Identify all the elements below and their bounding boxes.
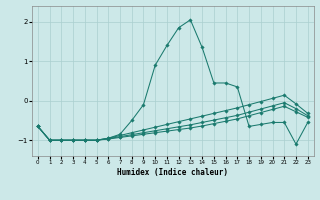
X-axis label: Humidex (Indice chaleur): Humidex (Indice chaleur) — [117, 168, 228, 177]
